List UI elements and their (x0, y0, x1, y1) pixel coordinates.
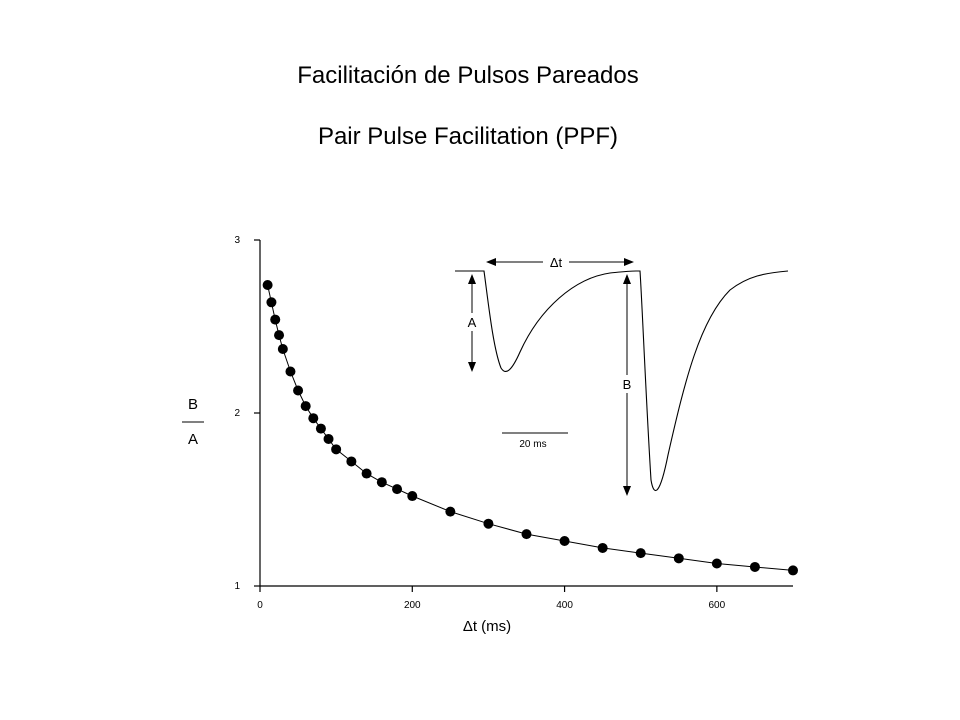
data-point (308, 413, 319, 424)
data-point (323, 433, 334, 444)
b-arrow-bottom-head (623, 486, 631, 496)
data-point (521, 529, 532, 540)
data-point (673, 553, 684, 564)
y-label-denominator: A (188, 431, 198, 448)
y-tick-label: 3 (234, 235, 240, 246)
x-tick-label: 600 (709, 600, 726, 611)
a-label: A (468, 315, 477, 330)
y-label-numerator: B (188, 396, 198, 413)
fit-curve (267, 284, 794, 571)
a-label-bg (465, 313, 479, 331)
data-point (300, 401, 311, 412)
data-point (749, 561, 760, 572)
data-point (635, 548, 646, 559)
data-point (262, 279, 273, 290)
data-point (559, 536, 570, 547)
data-point (315, 423, 326, 434)
b-label-bg (620, 375, 634, 393)
scale-bar-label: 20 ms (519, 439, 546, 450)
current-trace (455, 270, 789, 491)
data-point (597, 542, 608, 553)
delta-t-arrow-right-head (624, 258, 634, 266)
data-point (445, 506, 456, 517)
y-tick-label: 1 (234, 581, 240, 592)
data-point (376, 477, 387, 488)
b-label: B (623, 377, 632, 392)
data-points (262, 279, 798, 576)
x-tick-label: 200 (404, 600, 421, 611)
data-point (483, 518, 494, 529)
inset-trace-diagram: Δt A B 20 ms (455, 253, 789, 496)
chart-subtitle: Pair Pulse Facilitation (PPF) (317, 123, 619, 150)
x-tick-label: 0 (257, 600, 263, 611)
delta-t-label-bg (543, 253, 569, 269)
delta-t-label: Δt (550, 255, 563, 270)
data-point (277, 343, 288, 354)
x-axis-label: Δt (ms) (463, 618, 511, 635)
data-point (346, 456, 357, 467)
a-arrow-bottom-head (468, 362, 476, 372)
data-point (407, 491, 418, 502)
data-point (293, 385, 304, 396)
data-point (711, 558, 722, 569)
data-point (392, 484, 403, 495)
data-point (285, 366, 296, 377)
data-point (788, 565, 798, 576)
b-arrow-top-head (623, 274, 631, 284)
delta-t-arrow-left-head (486, 258, 496, 266)
data-point (270, 314, 281, 325)
chart-title: Facilitación de Pulsos Pareados (297, 62, 639, 89)
x-tick-label: 400 (556, 600, 573, 611)
data-point (274, 330, 285, 341)
a-arrow-top-head (468, 274, 476, 284)
x-ticks: 0 200 400 600 (257, 586, 726, 611)
y-ticks: 1 2 3 (234, 235, 260, 592)
data-point (331, 444, 342, 455)
data-point (361, 468, 372, 479)
data-point (266, 297, 277, 308)
y-tick-label: 2 (234, 408, 240, 419)
